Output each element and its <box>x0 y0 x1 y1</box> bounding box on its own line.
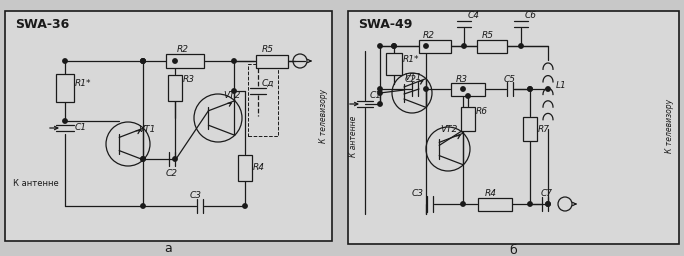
Text: C6: C6 <box>525 12 537 20</box>
Circle shape <box>546 87 550 91</box>
Circle shape <box>141 59 145 63</box>
Bar <box>168 75 182 101</box>
Text: C3: C3 <box>412 189 424 198</box>
Text: R3: R3 <box>456 74 468 83</box>
Text: C1: C1 <box>75 123 87 133</box>
Circle shape <box>232 59 236 63</box>
Circle shape <box>546 202 550 206</box>
Text: а: а <box>164 241 172 254</box>
Text: VT1: VT1 <box>404 72 421 81</box>
Circle shape <box>141 157 145 161</box>
Text: б: б <box>509 243 517 256</box>
Text: C1: C1 <box>370 91 382 101</box>
Circle shape <box>378 87 382 91</box>
Bar <box>386 53 402 75</box>
Text: Сд: Сд <box>262 79 274 88</box>
Text: R1*: R1* <box>75 80 92 89</box>
Text: C7: C7 <box>541 189 553 198</box>
Text: VT2: VT2 <box>223 91 240 101</box>
Text: К антенне: К антенне <box>349 115 358 157</box>
Text: К телевизору: К телевизору <box>666 99 674 153</box>
Circle shape <box>518 44 523 48</box>
Text: R7: R7 <box>538 124 550 133</box>
Bar <box>256 55 288 68</box>
Bar <box>238 155 252 181</box>
Bar <box>478 197 512 210</box>
Circle shape <box>173 59 177 63</box>
Text: R4: R4 <box>485 189 497 198</box>
Circle shape <box>392 44 396 48</box>
Bar <box>477 39 507 52</box>
Circle shape <box>141 204 145 208</box>
Bar <box>523 117 537 141</box>
Circle shape <box>173 157 177 161</box>
Text: R5: R5 <box>262 46 274 55</box>
Bar <box>248 64 278 136</box>
Circle shape <box>546 202 550 206</box>
Circle shape <box>243 204 247 208</box>
Text: C3: C3 <box>190 191 202 200</box>
Circle shape <box>378 91 382 95</box>
Text: R6: R6 <box>476 106 488 115</box>
Text: VT1: VT1 <box>138 125 155 134</box>
Text: R1*: R1* <box>403 56 419 65</box>
Circle shape <box>392 44 396 48</box>
Circle shape <box>528 87 532 91</box>
Circle shape <box>378 102 382 106</box>
Circle shape <box>528 202 532 206</box>
Circle shape <box>461 87 465 91</box>
Bar <box>461 107 475 131</box>
Circle shape <box>528 87 532 91</box>
Circle shape <box>232 89 236 93</box>
Circle shape <box>141 157 145 161</box>
Circle shape <box>141 59 145 63</box>
Bar <box>451 82 485 95</box>
Text: К телевизору: К телевизору <box>319 89 328 143</box>
Bar <box>348 11 679 244</box>
Text: C5: C5 <box>504 74 516 83</box>
Text: C4: C4 <box>468 12 480 20</box>
Text: R2: R2 <box>423 30 435 39</box>
Circle shape <box>424 87 428 91</box>
Circle shape <box>462 44 466 48</box>
Circle shape <box>461 202 465 206</box>
Bar <box>5 11 332 241</box>
Bar <box>166 54 204 68</box>
Text: R2: R2 <box>177 45 189 54</box>
Text: C2: C2 <box>166 168 178 177</box>
Text: R4: R4 <box>253 164 265 173</box>
Circle shape <box>141 59 145 63</box>
Circle shape <box>63 59 67 63</box>
Text: VT2: VT2 <box>440 124 458 133</box>
Text: R3: R3 <box>183 76 195 84</box>
Text: К антенне: К антенне <box>13 179 59 188</box>
Circle shape <box>63 119 67 123</box>
Text: SWA-36: SWA-36 <box>15 18 69 31</box>
Circle shape <box>466 94 470 98</box>
Text: L1: L1 <box>556 81 567 91</box>
Circle shape <box>424 44 428 48</box>
Bar <box>419 39 451 52</box>
Text: SWA-49: SWA-49 <box>358 18 412 31</box>
Text: C2: C2 <box>405 74 417 83</box>
Circle shape <box>378 44 382 48</box>
Text: R5: R5 <box>482 30 494 39</box>
Bar <box>56 74 74 102</box>
